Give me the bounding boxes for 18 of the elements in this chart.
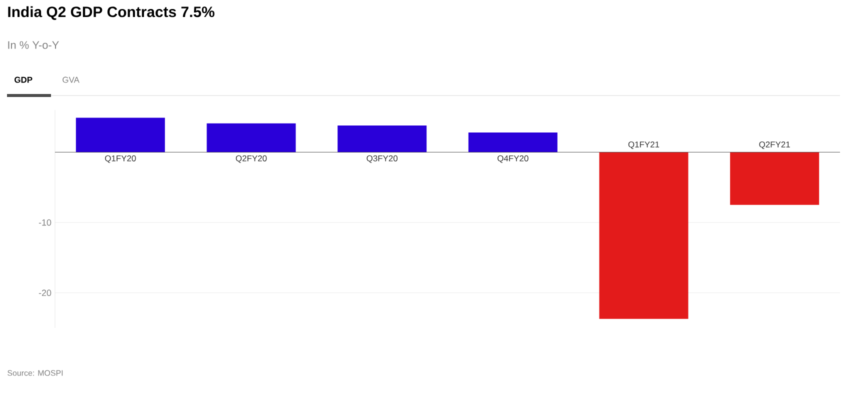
- chart-title: India Q2 GDP Contracts 7.5%: [8, 6, 214, 20]
- text: GVA: [62, 76, 80, 83]
- x-tick-label: Q4FY20: [498, 155, 528, 163]
- bar: [76, 118, 165, 152]
- x-tick-label: Q1FY20: [105, 155, 136, 163]
- x-tick-label: Q2FY21: [759, 142, 790, 149]
- y-tick-label: -10: [38, 219, 52, 226]
- x-tick-label: Q3FY20: [366, 155, 398, 163]
- text: GDP: [14, 76, 32, 83]
- bar: [468, 132, 558, 152]
- chart-subtitle: In % Y-o-Y: [8, 41, 59, 49]
- x-tick-label: Q2FY20: [236, 155, 267, 163]
- bar: [599, 152, 688, 319]
- bar: [730, 152, 820, 205]
- bar: [338, 125, 427, 152]
- x-tick-label: Q1FY21: [628, 142, 660, 149]
- bar: [206, 123, 296, 152]
- y-tick-label: -20: [38, 290, 52, 296]
